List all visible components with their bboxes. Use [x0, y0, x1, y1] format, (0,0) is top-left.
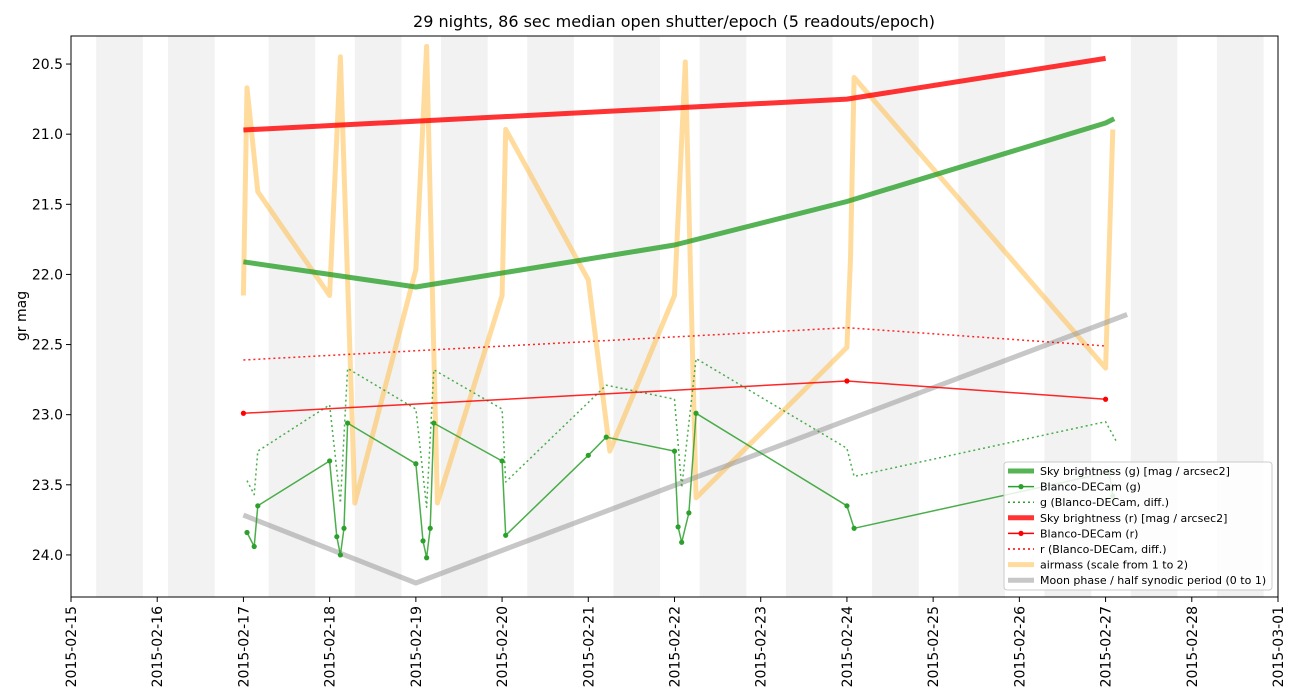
night-band — [268, 36, 316, 597]
legend-label: Blanco-DECam (r) — [1040, 527, 1138, 540]
legend-label: g (Blanco-DECam, diff.) — [1040, 496, 1169, 509]
x-tick-label: 2015-02-27 — [1099, 606, 1115, 687]
night-band — [527, 36, 574, 597]
data-point — [424, 555, 430, 561]
data-point — [503, 532, 509, 538]
data-point — [671, 448, 678, 454]
legend-marker — [1018, 530, 1024, 537]
y-axis-label: gr mag — [14, 291, 30, 341]
legend-label: airmass (scale from 1 to 2) — [1040, 559, 1188, 572]
x-tick-label: 2015-02-18 — [323, 606, 339, 687]
data-point — [427, 525, 433, 531]
data-point — [499, 458, 505, 464]
series-line — [243, 55, 1106, 133]
x-tick-label: 2015-02-24 — [840, 606, 856, 687]
chart-title: 29 nights, 86 sec median open shutter/ep… — [413, 12, 935, 31]
x-tick-label: 2015-02-19 — [409, 606, 425, 687]
series-line — [246, 412, 1114, 559]
data-point — [334, 534, 340, 540]
x-tick-label: 2015-02-21 — [581, 606, 597, 687]
data-point — [251, 543, 257, 550]
night-band — [613, 36, 661, 597]
data-point — [420, 538, 426, 544]
data-point — [244, 529, 250, 536]
data-point — [345, 420, 351, 426]
x-tick-label: 2015-02-26 — [1012, 606, 1028, 687]
legend-marker — [1018, 484, 1024, 490]
x-tick-label: 2015-02-22 — [668, 606, 684, 687]
x-tick-label: 2015-02-15 — [64, 606, 80, 687]
data-point — [240, 410, 247, 416]
y-tick-label: 21.5 — [32, 197, 63, 213]
legend-box — [1003, 461, 1273, 591]
data-point — [341, 525, 347, 531]
night-band — [785, 36, 833, 597]
data-point — [851, 525, 857, 531]
data-point — [603, 434, 609, 440]
data-point — [327, 458, 333, 464]
night-band — [96, 36, 143, 597]
series-line — [243, 116, 1116, 290]
y-tick-label: 22.0 — [32, 267, 63, 283]
data-point — [844, 378, 850, 384]
legend-label: Sky brightness (r) [mag / arcsec2] — [1040, 512, 1227, 525]
series-line — [240, 43, 1116, 506]
night-band — [167, 36, 215, 597]
night-band — [699, 36, 747, 597]
y-tick-label: 21.0 — [32, 127, 63, 143]
data-point — [1102, 396, 1109, 402]
legend: Sky brightness (g) [mag / arcsec2] Blanco… — [1003, 461, 1273, 591]
x-axis: 2015-02-15 2015-02-16 2015-02-17 2015-02-18… — [64, 597, 1287, 687]
data-point — [679, 539, 685, 545]
data-point — [431, 420, 437, 426]
series-layer — [240, 43, 1128, 586]
y-tick-label: 20.5 — [32, 57, 63, 73]
x-tick-label: 2015-02-17 — [236, 606, 252, 687]
y-tick-label: 22.5 — [32, 338, 63, 354]
data-point — [255, 503, 261, 509]
data-point — [693, 410, 699, 416]
night-band — [958, 36, 1005, 597]
data-point — [675, 524, 681, 530]
x-tick-label: 2015-02-20 — [495, 606, 511, 687]
y-tick-label: 24.0 — [32, 548, 63, 564]
data-point — [337, 552, 344, 558]
night-band — [441, 36, 488, 597]
series-line — [243, 326, 1106, 361]
y-tick-label: 23.0 — [32, 408, 63, 424]
x-tick-label: 2015-02-23 — [754, 606, 770, 687]
series-line — [242, 312, 1128, 586]
x-tick-label: 2015-02-16 — [150, 606, 166, 687]
x-tick-label: 2015-02-28 — [1185, 606, 1201, 687]
data-point — [844, 503, 850, 509]
night-band — [354, 36, 402, 597]
y-tick-label: 23.5 — [32, 478, 63, 494]
legend-label: Blanco-DECam (g) — [1040, 481, 1141, 494]
x-tick-label: 2015-02-25 — [926, 606, 942, 687]
legend-label: Moon phase / half synodic period (0 to 1… — [1040, 574, 1266, 587]
legend-label: r (Blanco-DECam, diff.) — [1040, 543, 1167, 556]
data-point — [585, 452, 591, 458]
data-point — [686, 510, 692, 516]
night-band — [872, 36, 919, 597]
data-point — [413, 461, 419, 467]
y-axis: 20.5 21.0 21.5 22.0 22.5 23.0 23.5 24.0 — [32, 57, 71, 564]
legend-label: Sky brightness (g) [mag / arcsec2] — [1040, 465, 1230, 478]
x-tick-label: 2015-03-01 — [1271, 606, 1287, 687]
